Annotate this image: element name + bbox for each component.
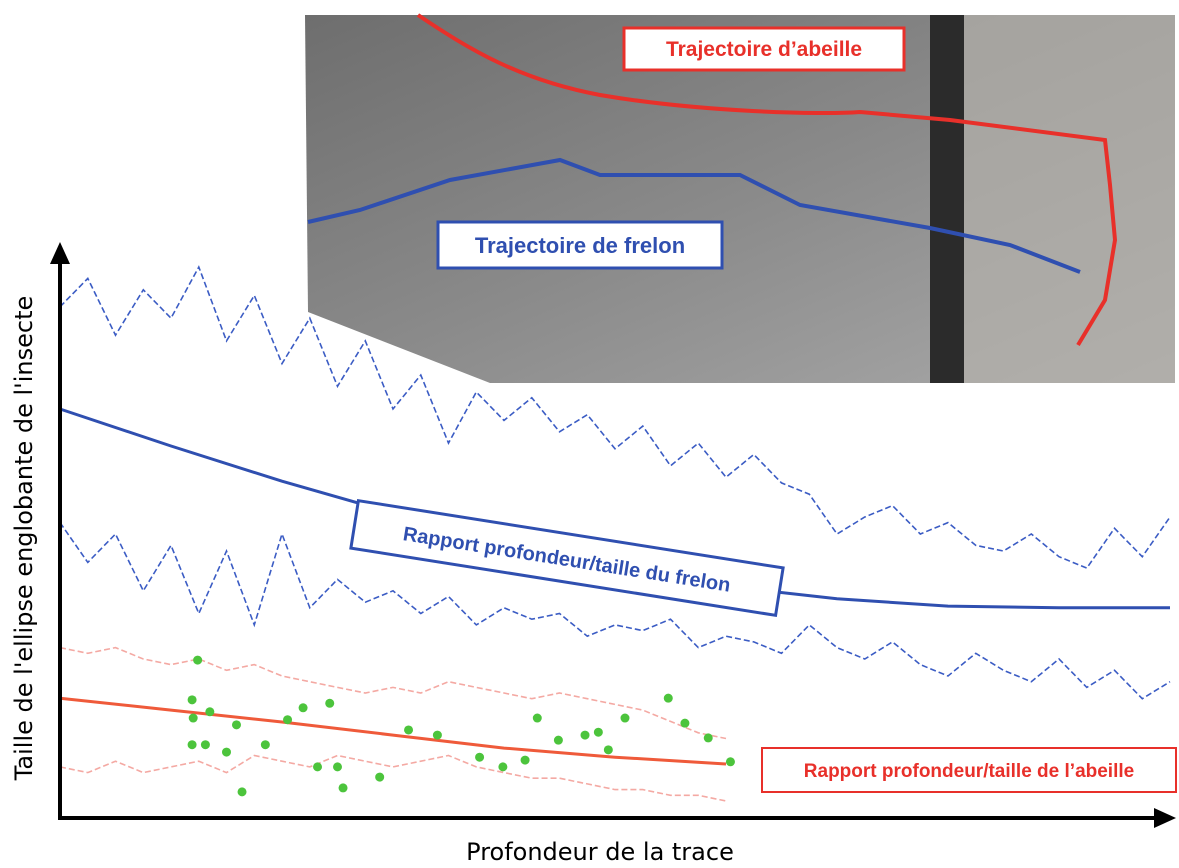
series-line [59,696,727,766]
scatter-point [703,733,713,743]
y-axis-label: Taille de l'ellipse englobante de l'inse… [10,296,38,782]
scatter-point [375,772,385,782]
annotation-box [436,220,724,270]
annotation-box [622,26,906,72]
scatter-point [188,713,198,723]
scatter-point [325,698,335,708]
series-line [59,754,727,802]
x-axis-label: Profondeur de la trace [466,838,734,866]
scatter-point [620,713,630,723]
series-line [59,646,727,740]
annotation-box [761,747,1177,793]
scatter-point [231,720,241,730]
scatter-point [520,755,530,765]
scatter-point [298,703,308,713]
scatter-point [313,762,323,772]
scatter-point [333,762,342,772]
scatter-point [580,730,590,740]
scatter-point [187,740,197,750]
scatter-point [193,655,203,665]
scatter-point [404,725,414,735]
y-axis-arrow [50,242,70,264]
scatter-point [725,757,735,767]
scatter-point [475,752,485,762]
scatter-point [680,718,690,728]
scatter-point [283,715,293,725]
annotation: Trajectoire d’abeille [666,38,862,61]
scatter-point [338,783,348,793]
scatter-point [603,745,613,755]
scatter-point [532,713,542,723]
scatter-point [187,695,197,705]
series-line [59,522,1171,700]
annotation: Trajectoire de frelon [475,233,685,258]
scatter-point [222,747,231,757]
scatter-point [663,693,673,703]
x-axis-arrow [1154,808,1176,828]
scatter-point [553,735,563,745]
photo-inset: Trajectoire d’abeille Trajectoire de fre… [305,13,1175,383]
annotation-group: Rapport profondeur/taille du frelon [349,498,785,618]
annotation: Rapport profondeur/taille de l’abeille [804,761,1134,782]
bee-trajectory [416,13,1118,347]
scatter-point [237,787,247,797]
scatter-point [260,740,270,750]
scatter-point [593,727,603,737]
annotation-box [349,498,785,618]
series-line [59,265,1171,570]
photo-wall [964,15,1175,383]
scatter-point [432,730,442,740]
scatter-point [200,740,210,750]
photo-bar [930,15,964,383]
scatter-point [205,707,215,717]
scatter-point [498,762,508,772]
hornet-trajectory [307,157,1081,274]
